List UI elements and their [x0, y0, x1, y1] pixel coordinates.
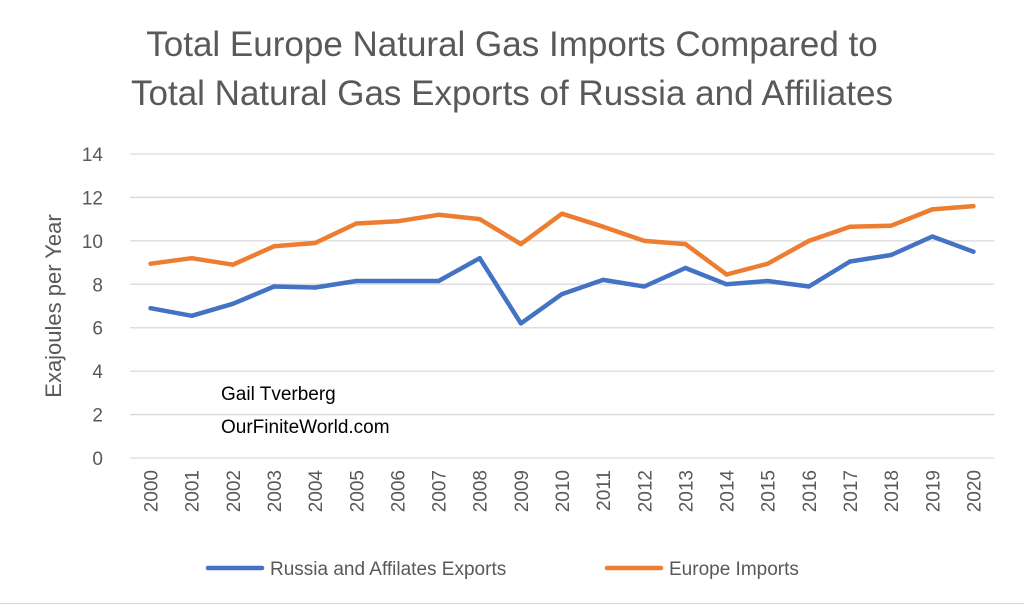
legend-label-1: Russia and Affilates Exports	[270, 559, 506, 580]
data-point	[765, 278, 770, 284]
data-point	[312, 285, 318, 290]
data-point	[642, 284, 647, 289]
data-point	[148, 261, 153, 266]
x-tick-label: 2011	[594, 470, 615, 511]
data-point	[930, 207, 935, 212]
data-point	[189, 256, 194, 261]
data-point	[806, 238, 812, 244]
data-point	[271, 284, 277, 289]
data-point	[971, 249, 976, 254]
y-axis-label: Exajoules per Year	[41, 214, 66, 397]
x-tick-label: 2004	[306, 470, 327, 513]
x-tick-label: 2003	[265, 470, 286, 512]
x-tick-label: 2002	[224, 470, 245, 512]
x-tick-label: 2013	[676, 470, 697, 512]
data-point	[312, 240, 318, 246]
data-point	[930, 234, 935, 239]
legend: Russia and Affilates Exports Europe Impor…	[205, 559, 799, 580]
data-point	[683, 265, 688, 271]
x-tick-label: 2007	[430, 470, 451, 512]
y-tick-label: 0	[92, 449, 103, 470]
x-tick-label: 2016	[800, 470, 821, 512]
data-point	[354, 278, 359, 284]
legend-label-2: Europe Imports	[669, 559, 799, 580]
x-tick-label: 2014	[718, 470, 739, 513]
y-tick-label: 2	[92, 406, 103, 427]
data-point	[683, 241, 688, 247]
data-point	[806, 284, 812, 289]
x-tick-label: 2015	[759, 470, 780, 512]
data-point	[395, 278, 400, 284]
x-tick-label: 2008	[471, 470, 492, 512]
y-axis-ticks: 0 2 4 6 8 10 12 14	[82, 145, 104, 470]
data-point	[148, 305, 153, 311]
data-point	[230, 301, 236, 307]
y-tick-label: 12	[82, 188, 103, 209]
data-point	[847, 224, 853, 229]
data-point	[477, 256, 482, 261]
data-point	[724, 272, 729, 277]
data-point	[354, 221, 359, 226]
x-tick-label: 2020	[964, 470, 985, 512]
data-point	[518, 321, 524, 326]
data-point	[724, 282, 729, 287]
data-point	[559, 211, 565, 216]
bottom-divider	[0, 603, 1024, 604]
chart-title-line-2: Total Natural Gas Exports of Russia and …	[131, 74, 893, 113]
data-point	[518, 241, 524, 247]
data-point	[600, 277, 606, 283]
data-point	[271, 244, 277, 249]
chart-title-line-1: Total Europe Natural Gas Imports Compare…	[146, 25, 878, 64]
data-point	[436, 212, 441, 217]
data-point	[477, 216, 482, 222]
x-tick-label: 2006	[388, 470, 409, 512]
data-point	[888, 252, 894, 258]
data-point	[888, 223, 894, 228]
x-tick-label: 2012	[635, 470, 656, 512]
x-axis-ticks: 2000 2001 2002 2003 2004 2005 2006 2007 2008 2009…	[142, 470, 986, 513]
y-tick-label: 8	[92, 275, 103, 296]
site-annotation: OurFiniteWorld.com	[221, 417, 390, 438]
data-point	[230, 262, 236, 267]
y-tick-label: 10	[82, 232, 103, 253]
data-point	[971, 203, 976, 209]
y-tick-label: 14	[82, 145, 104, 166]
data-point	[559, 291, 565, 297]
x-tick-label: 2018	[882, 470, 903, 512]
series-lines	[148, 203, 976, 326]
x-tick-label: 2017	[841, 470, 862, 512]
x-tick-label: 2019	[923, 470, 944, 512]
data-point	[642, 238, 647, 244]
data-point	[765, 261, 770, 266]
y-tick-label: 4	[92, 362, 103, 383]
series-line-1	[148, 234, 976, 326]
data-point	[436, 278, 441, 284]
data-point	[395, 219, 400, 224]
x-tick-label: 2009	[512, 470, 533, 512]
data-point	[189, 313, 194, 318]
x-tick-label: 2010	[553, 470, 574, 512]
y-tick-label: 6	[92, 319, 103, 340]
x-tick-label: 2005	[347, 470, 368, 512]
data-point	[847, 259, 853, 264]
x-tick-label: 2001	[183, 470, 204, 512]
author-annotation: Gail Tverberg	[221, 384, 336, 405]
data-point	[600, 224, 606, 229]
gridlines	[130, 153, 994, 459]
x-tick-label: 2000	[142, 470, 163, 512]
